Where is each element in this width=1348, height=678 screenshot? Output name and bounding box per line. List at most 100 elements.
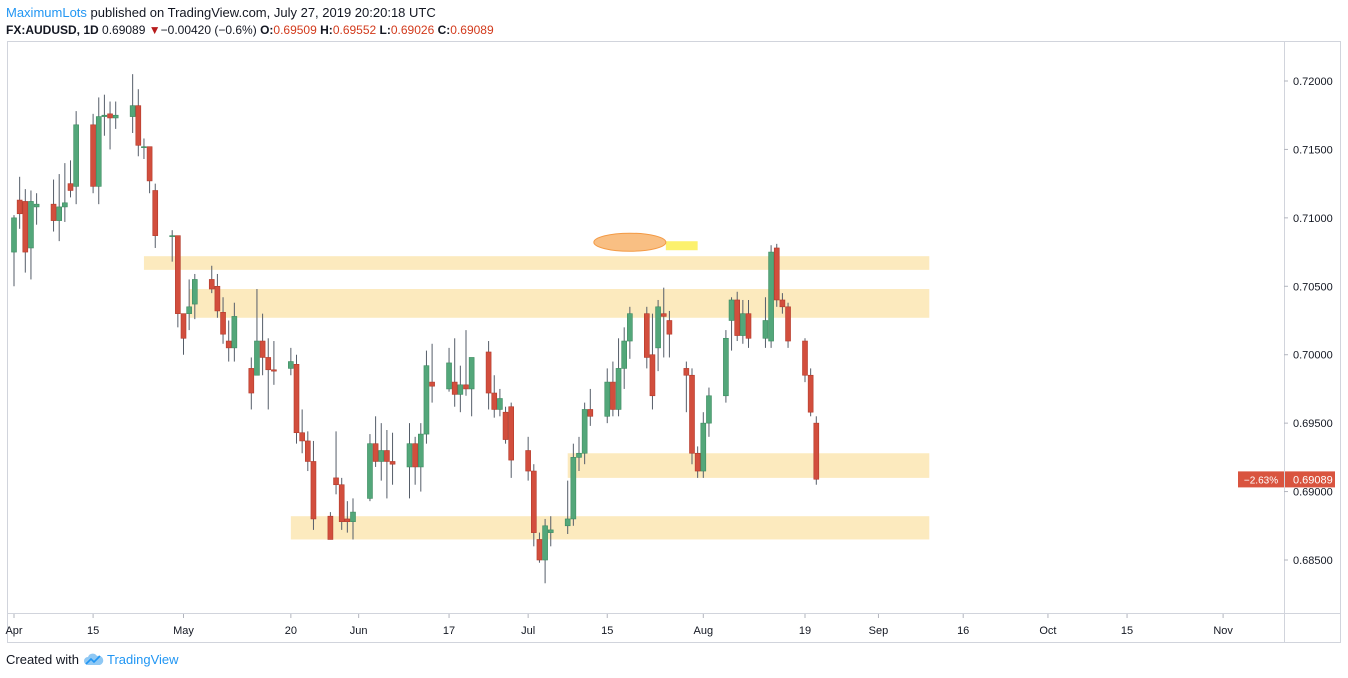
candle-body-13: [107, 113, 113, 119]
high-label: H:: [320, 23, 333, 37]
candle-body-82: [655, 306, 661, 349]
candle-body-59: [468, 357, 475, 390]
candle-body-56: [451, 381, 458, 395]
candle-body-84: [666, 320, 673, 335]
candle-body-88: [700, 422, 707, 472]
candle-body-49: [389, 461, 396, 465]
candle-body-90: [723, 337, 729, 397]
x-tick-label-8: Aug: [694, 625, 714, 637]
tradingview-cloud-icon: [83, 653, 104, 665]
candle-body-2: [22, 201, 29, 253]
price-change: −0.00420 (−0.6%): [160, 23, 257, 37]
candle-body-48: [384, 450, 390, 462]
y-tick-label-6: 0.69000: [1293, 487, 1333, 499]
candle-body-29: [231, 316, 238, 349]
zone-2: [567, 453, 930, 478]
candle-body-67: [536, 539, 543, 561]
candle-body-37: [299, 432, 305, 442]
symbol-legend: FX:AUDUSD, 1D 0.69089 ▼−0.00420 (−0.6%) …: [6, 22, 494, 38]
candle-body-89: [706, 395, 712, 424]
symbol-name: FX:AUDUSD, 1D: [6, 23, 99, 37]
candle-layer: [11, 74, 820, 584]
candle-body-38: [304, 440, 311, 462]
candle-body-8: [67, 183, 74, 191]
candle-body-47: [378, 450, 385, 462]
candle-body-86: [689, 374, 695, 454]
candle-body-64: [508, 406, 515, 461]
candle-body-72: [576, 452, 582, 458]
x-tick-label-13: 15: [1121, 625, 1133, 637]
candle-body-73: [581, 409, 588, 454]
candle-body-62: [497, 398, 503, 410]
x-tick-label-14: Nov: [1213, 625, 1233, 637]
candle-body-1: [16, 199, 23, 215]
candle-body-4: [33, 203, 40, 208]
candle-body-71: [570, 457, 577, 520]
candle-body-51: [412, 443, 418, 468]
candle-body-31: [254, 340, 260, 376]
marker-ellipse: [593, 232, 667, 252]
candle-body-45: [367, 443, 373, 499]
candle-body-18: [146, 146, 153, 182]
candle-body-91: [728, 299, 735, 321]
candle-body-60: [485, 351, 492, 394]
candle-body-39: [310, 461, 317, 520]
candle-body-87: [694, 452, 701, 472]
y-tick-label-4: 0.70000: [1293, 350, 1333, 362]
candle-body-78: [621, 340, 628, 369]
candle-body-100: [802, 340, 808, 376]
created-with-text: Created with: [6, 652, 79, 667]
candle-body-58: [463, 384, 469, 390]
x-tick-label-5: 17: [443, 625, 455, 637]
candle-body-9: [73, 124, 79, 187]
candle-body-14: [112, 114, 119, 119]
candle-body-80: [643, 313, 650, 358]
candle-body-75: [604, 381, 611, 417]
candle-body-70: [564, 518, 571, 527]
candle-body-74: [587, 409, 594, 417]
publish-info: MaximumLots published on TradingView.com…: [6, 5, 436, 21]
candle-body-54: [429, 381, 435, 387]
marker-bar: [665, 241, 698, 251]
candle-body-94: [745, 313, 752, 339]
price-change-tag: [1238, 471, 1284, 488]
candle-body-101: [807, 374, 814, 413]
candle-body-22: [180, 313, 187, 339]
zone-3: [290, 516, 930, 540]
x-tick-label-7: 15: [601, 625, 613, 637]
high-value: 0.69552: [332, 23, 377, 37]
candle-body-68: [542, 525, 548, 561]
author-link[interactable]: MaximumLots: [6, 5, 87, 20]
candle-body-42: [338, 484, 345, 522]
candle-body-34: [271, 369, 277, 372]
low-label: L:: [379, 23, 391, 37]
x-tick-label-12: Oct: [1039, 625, 1056, 637]
candle-body-93: [740, 313, 746, 336]
candle-body-79: [627, 313, 633, 342]
candle-body-95: [762, 320, 769, 339]
candle-body-28: [225, 340, 232, 349]
x-tick-label-0: Apr: [5, 625, 22, 637]
zone-layer: [143, 256, 930, 540]
candle-body-63: [502, 411, 509, 440]
candle-body-53: [423, 365, 430, 435]
price-axis[interactable]: 0.72000 0.71500 0.71000 0.70500 0.70000 0.695…: [1284, 76, 1333, 567]
chart-pane-border: [7, 41, 1341, 643]
zone-0: [143, 256, 930, 270]
candle-body-36: [293, 363, 300, 434]
x-tick-label-4: Jun: [350, 625, 368, 637]
y-tick-label-5: 0.69500: [1293, 418, 1333, 430]
time-axis[interactable]: Apr 15 May 20 Jun 17 Jul 15 Aug 19 Sep 16 Oct 15 Nov: [5, 614, 1233, 637]
candle-body-52: [417, 433, 424, 468]
candle-body-97: [773, 247, 780, 301]
tradingview-brand[interactable]: TradingView: [106, 652, 179, 667]
candle-body-69: [547, 529, 554, 533]
candle-body-44: [350, 511, 356, 522]
candle-body-20: [169, 235, 175, 237]
y-tick-label-3: 0.70500: [1293, 281, 1333, 293]
candle-body-83: [660, 313, 667, 317]
price-change-label: −2.63%: [1244, 475, 1278, 486]
candle-body-19: [152, 190, 159, 236]
y-tick-label-0: 0.72000: [1293, 76, 1333, 88]
